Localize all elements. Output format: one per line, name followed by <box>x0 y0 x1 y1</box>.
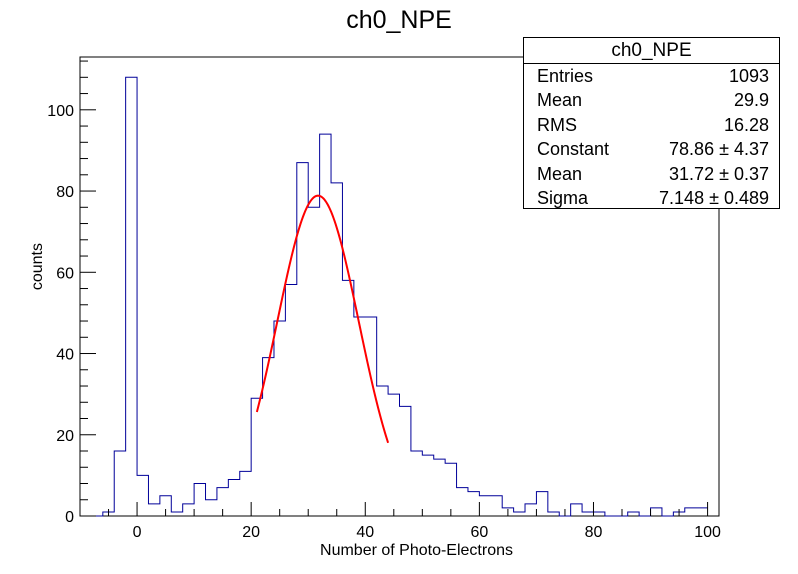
histogram-bin <box>114 451 125 516</box>
stats-value: 7.148 ± 0.489 <box>659 187 769 208</box>
histogram-bin <box>411 451 422 516</box>
histogram-bin <box>240 471 251 516</box>
stats-value: 78.86 ± 4.37 <box>669 139 769 160</box>
stats-value: 16.28 <box>723 114 769 135</box>
histogram-bin <box>593 512 604 516</box>
stats-row-entries: Entries 1093 <box>524 64 779 88</box>
histogram-bin <box>285 284 296 516</box>
histogram-bin <box>525 504 536 516</box>
y-tick-label: 80 <box>56 184 74 201</box>
histogram-bin <box>445 463 456 516</box>
stats-box: ch0_NPE Entries 1093 Mean 29.9 RMS 16.28… <box>523 37 780 209</box>
histogram-bin <box>651 508 662 516</box>
stats-key: Mean <box>537 163 583 184</box>
plot-frame <box>79 56 720 517</box>
x-tick-label: 60 <box>470 524 488 541</box>
histogram-bin <box>422 455 433 516</box>
histogram-bin <box>148 504 159 516</box>
y-tick-label: 60 <box>56 265 74 282</box>
x-axis-label: Number of Photo-Electrons <box>320 542 513 559</box>
stats-value: 1093 <box>728 66 769 86</box>
histogram-bin <box>491 496 502 516</box>
histogram-bin <box>400 406 411 516</box>
stats-key: Entries <box>537 66 594 86</box>
y-axis-label: counts <box>29 243 46 290</box>
y-tick-label: 20 <box>56 428 74 445</box>
stats-key: Sigma <box>537 187 589 208</box>
histogram-bin <box>137 475 148 516</box>
chart-title: ch0_NPE <box>346 6 452 34</box>
x-tick-label: 0 <box>133 524 142 541</box>
stats-row-constant: Constant 78.86 ± 4.37 <box>524 137 779 161</box>
y-tick-label: 0 <box>65 509 74 526</box>
stats-row-rms: RMS 16.28 <box>524 113 779 137</box>
y-tick-label: 100 <box>47 103 74 120</box>
stats-value: 29.9 <box>733 90 769 111</box>
histogram-bin <box>126 77 137 516</box>
stats-row-fit-mean: Mean 31.72 ± 0.37 <box>524 162 779 186</box>
histogram-bin <box>171 512 182 516</box>
histogram-bin <box>685 508 696 516</box>
stats-title: ch0_NPE <box>524 38 779 64</box>
histogram-bin <box>479 496 490 516</box>
stats-key: Constant <box>537 139 610 160</box>
histogram-bin <box>536 492 547 516</box>
x-tick-label: 100 <box>694 524 721 541</box>
y-tick-label: 40 <box>56 347 74 364</box>
histogram-bin <box>696 508 707 516</box>
x-tick-label: 40 <box>356 524 374 541</box>
gaussian-fit-curve <box>255 194 390 444</box>
axes: 0 20 40 60 80 100 0 20 40 60 80 100 <box>47 60 721 541</box>
histogram-bin <box>308 207 319 516</box>
stats-key: RMS <box>537 114 577 135</box>
x-tick-label: 80 <box>585 524 603 541</box>
histogram-bin <box>331 183 342 516</box>
histogram-bin <box>342 280 353 516</box>
histogram-bin <box>194 484 205 516</box>
histogram-bin <box>582 512 593 516</box>
histogram-bin <box>468 492 479 516</box>
stats-row-sigma: Sigma 7.148 ± 0.489 <box>524 186 779 210</box>
stats-row-mean: Mean 29.9 <box>524 88 779 112</box>
histogram-bin <box>514 512 525 516</box>
histogram-bin <box>571 504 582 516</box>
histogram-bin <box>457 488 468 516</box>
histogram-bin <box>183 504 194 516</box>
histogram-bin <box>365 317 376 516</box>
histogram-bin <box>388 394 399 516</box>
histogram-bin <box>251 398 262 516</box>
histogram-bin <box>320 134 331 516</box>
histogram-bin <box>274 321 285 516</box>
histogram-bin <box>434 459 445 516</box>
histogram-bin <box>228 479 239 516</box>
x-tick-label: 20 <box>242 524 260 541</box>
stats-key: Mean <box>537 90 583 111</box>
histogram-bin <box>206 500 217 516</box>
histogram-bin <box>628 512 639 516</box>
stats-value: 31.72 ± 0.37 <box>669 163 769 184</box>
histogram-bin <box>548 512 559 516</box>
